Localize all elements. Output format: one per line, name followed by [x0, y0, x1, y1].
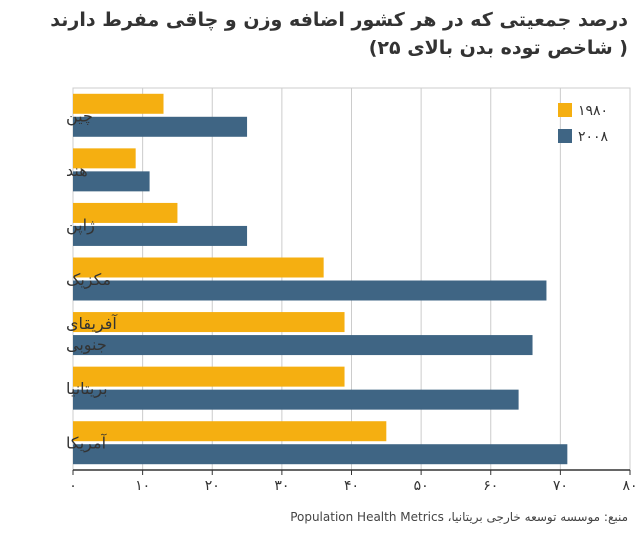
bar-2008: [73, 280, 547, 301]
x-tick-label: ۴۰: [344, 478, 359, 494]
title-line-1: درصد جمعیتی که در هر کشور اضافه وزن و چا…: [50, 9, 628, 31]
bar-1980: [73, 202, 178, 223]
bar-2008: [73, 335, 533, 356]
bar-1980: [73, 257, 324, 278]
bar-1980: [73, 148, 136, 169]
bar-chart: چین هند ژاپن مکزیک آفریقای جنوبی بریتانیا آمریک…: [66, 87, 638, 494]
x-tick-label: ۷۰: [553, 478, 568, 494]
x-tick-label: ۵۰: [414, 478, 429, 494]
bar-2008: [73, 389, 519, 410]
bar-2008: [73, 171, 150, 192]
x-tick-label: ۳۰: [274, 478, 289, 494]
legend-swatch-2008: [558, 129, 572, 143]
category-label: چین: [66, 106, 93, 126]
bar-1980: [73, 421, 387, 442]
x-tick-label: ۰: [69, 478, 77, 494]
category-label: هند: [66, 161, 88, 180]
x-tick-label: ۲۰: [205, 478, 220, 494]
x-tick-label: ۸۰: [622, 478, 637, 494]
legend-label: ۲۰۰۸: [578, 129, 609, 145]
x-tick-label: ۱۰: [135, 478, 150, 494]
bar-2008: [73, 225, 248, 246]
bar-1980: [73, 312, 345, 333]
bar-1980: [73, 93, 164, 114]
category-label: بریتانیا: [66, 379, 108, 399]
title-line-2: ( شاخص توده بدن بالای ۲۵): [368, 37, 628, 59]
chart-title: درصد جمعیتی که در هر کشور اضافه وزن و چا…: [12, 6, 628, 62]
category-label: آفریقای جنوبی: [66, 314, 118, 355]
legend-label: ۱۹۸۰: [578, 103, 608, 119]
bar-2008: [73, 444, 568, 465]
category-label: مکزیک: [66, 270, 111, 290]
source-note: منبع: موسسه توسعه خارجی بریتانیا، Popula…: [290, 510, 628, 524]
legend-swatch-1980: [558, 103, 572, 117]
bar-1980: [73, 366, 345, 387]
category-label: آمریکا: [66, 434, 108, 454]
bar-2008: [73, 116, 248, 137]
x-tick-label: ۶۰: [483, 478, 498, 494]
category-label: ژاپن: [66, 215, 95, 235]
